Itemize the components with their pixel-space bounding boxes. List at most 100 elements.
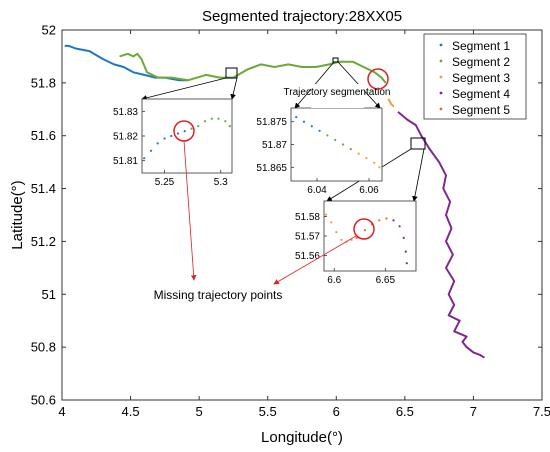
- inset-point: [392, 219, 395, 222]
- inset-point: [385, 217, 388, 220]
- legend-label-3: Segment 3: [452, 71, 510, 85]
- x-tick-label: 6: [333, 404, 340, 419]
- inset-point: [405, 262, 408, 265]
- inset-x-tick-label: 6.06: [359, 185, 379, 196]
- inset-point: [404, 250, 407, 253]
- inset-point: [197, 125, 200, 128]
- legend-label-2: Segment 2: [452, 55, 510, 69]
- inset-point: [363, 229, 366, 232]
- legend-label-5: Segment 5: [452, 103, 510, 117]
- inset-point: [210, 117, 213, 120]
- inset-point: [163, 137, 166, 140]
- inset-point: [378, 219, 381, 222]
- x-tick-label: 7: [470, 404, 477, 419]
- inset-point: [357, 152, 360, 155]
- legend-label-1: Segment 1: [452, 39, 510, 53]
- inset-y-tick-label: 51.81: [113, 156, 138, 167]
- y-tick-label: 52: [42, 23, 56, 38]
- inset-3: 6.6 6.65 51.56 51.57 51.58: [295, 200, 417, 286]
- inset-point: [143, 157, 146, 160]
- y-tick-label: 51.2: [31, 234, 56, 249]
- inset-point: [324, 213, 328, 216]
- inset-point: [373, 161, 376, 164]
- inset-point: [378, 166, 381, 169]
- series-line-3: [387, 98, 395, 108]
- inset-point: [302, 120, 306, 123]
- inset-x-tick-label: 6.04: [307, 185, 327, 196]
- x-tick-label: 4: [58, 404, 65, 419]
- inset-x-tick-label: 6.65: [376, 275, 396, 286]
- inset-point: [203, 120, 207, 123]
- inset-point: [217, 117, 220, 120]
- inset-frame: [290, 107, 383, 182]
- legend: Segment 1 Segment 2 Segment 3 Segment 4 Segm…: [423, 33, 527, 120]
- inset-point: [326, 134, 329, 137]
- gap-highlight-inset-3: [353, 218, 375, 240]
- missing-points-arrow-2: [273, 235, 357, 285]
- segmentation-label: Trajectory segmentation: [284, 87, 391, 98]
- series-line-4: [397, 111, 485, 359]
- zoom-box-2: [332, 57, 339, 63]
- x-tick-label: 6.5: [396, 404, 414, 419]
- main-axes: 4 4.5 5 5.5 6 6.5 7 7.5 50.6 50.8 51 51.2 51.4 51.6 51…: [31, 23, 550, 420]
- x-tick-label: 4.5: [122, 404, 140, 419]
- inset-x-tick-label: 6.6: [327, 275, 341, 286]
- inset-point: [402, 236, 405, 239]
- series-line-2: [119, 52, 387, 84]
- inset-x-tick-label: 5.3: [214, 177, 228, 188]
- inset-point: [176, 132, 180, 135]
- connector-1a: [141, 77, 227, 101]
- legend-marker-3: [439, 75, 443, 79]
- connector-1b: [230, 77, 238, 100]
- inset-y-tick-label: 51.865: [256, 163, 287, 174]
- segmentation-label-box: [311, 84, 364, 108]
- inset-point: [224, 120, 227, 123]
- inset-point: [318, 129, 321, 132]
- legend-marker-5: [439, 107, 443, 111]
- y-tick-label: 51.6: [31, 128, 56, 143]
- main-series: [64, 44, 485, 359]
- inset-y-tick-label: 51.83: [113, 107, 138, 118]
- inset-point: [349, 148, 352, 151]
- inset-1: 5.25 5.3 51.81 51.82 51.83: [113, 98, 233, 188]
- inset-point: [170, 134, 173, 138]
- inset-x-tick-label: 5.25: [155, 177, 175, 188]
- inset-point: [310, 125, 313, 128]
- missing-points-arrow-1: [183, 140, 197, 281]
- legend-marker-1: [439, 43, 443, 47]
- inset-frame: [141, 98, 233, 174]
- zoom-box-3: [410, 137, 426, 150]
- x-axis-label: Longitude(°): [261, 429, 343, 446]
- inset-frame: [323, 200, 417, 272]
- x-tick-label: 5.5: [259, 404, 277, 419]
- inset-point: [334, 138, 337, 141]
- inset-point: [183, 130, 186, 133]
- y-tick-label: 51.4: [31, 181, 56, 196]
- y-tick-label: 50.8: [31, 340, 56, 355]
- legend-marker-4: [439, 91, 443, 95]
- inset-point: [149, 149, 153, 152]
- legend-label-4: Segment 4: [452, 87, 510, 101]
- gap-highlight-main: [367, 68, 389, 90]
- chart-title: Segmented trajectory:28XX05: [202, 8, 402, 25]
- inset-y-tick-label: 51.82: [113, 132, 138, 143]
- inset-y-tick-label: 51.58: [295, 212, 320, 223]
- x-tick-label: 7.5: [533, 404, 550, 419]
- x-tick-label: 5: [196, 404, 203, 419]
- inset-point: [330, 221, 333, 224]
- inset-point: [398, 225, 401, 228]
- missing-points-label: Missing trajectory points: [154, 288, 283, 302]
- inset-point: [365, 157, 368, 160]
- connector-3b: [412, 148, 425, 202]
- inset-point: [341, 143, 345, 146]
- inset-point: [228, 125, 231, 128]
- y-tick-label: 50.6: [31, 393, 56, 408]
- inset-point: [156, 142, 159, 145]
- inset-y-tick-label: 51.56: [295, 251, 320, 262]
- inset-point: [335, 231, 338, 234]
- inset-y-tick-label: 51.57: [295, 232, 320, 243]
- inset-2: 6.04 6.06 51.865 51.87 51.875: [256, 107, 383, 196]
- inset-y-tick-label: 51.87: [262, 140, 287, 151]
- inset-point: [190, 127, 193, 130]
